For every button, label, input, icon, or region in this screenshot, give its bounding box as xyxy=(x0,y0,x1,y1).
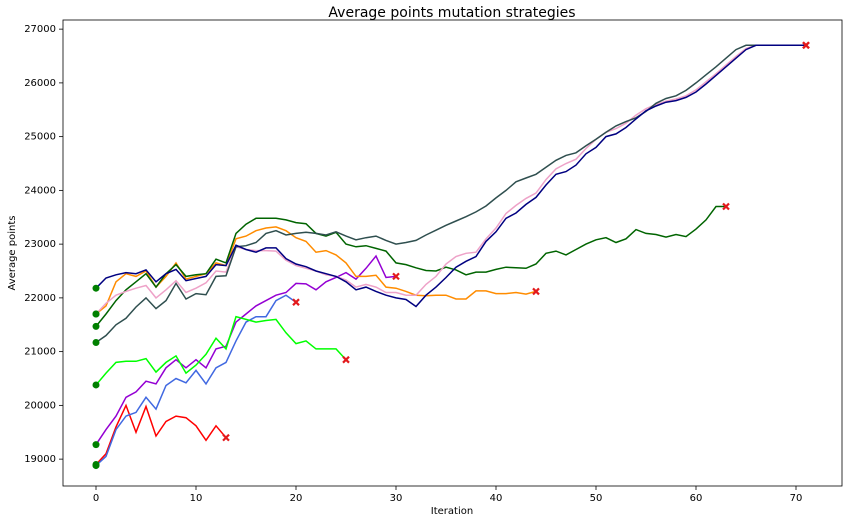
y-tick-label: 20000 xyxy=(24,400,56,411)
start-marker xyxy=(92,310,100,318)
y-tick-label: 23000 xyxy=(24,239,56,250)
end-marker xyxy=(292,298,300,306)
series-line xyxy=(95,44,806,315)
start-marker xyxy=(92,441,100,449)
y-tick-label: 21000 xyxy=(24,347,56,358)
x-axis-title: Iteration xyxy=(431,506,473,517)
plot-frame xyxy=(62,19,843,487)
x-tick-label: 70 xyxy=(790,493,803,504)
x-tick-label: 20 xyxy=(290,493,303,504)
series-line xyxy=(95,254,397,446)
end-marker xyxy=(802,41,810,50)
start-marker xyxy=(92,381,100,389)
y-tick-label: 24000 xyxy=(24,185,56,196)
x-tick-label: 60 xyxy=(690,493,703,504)
plot-lines xyxy=(92,41,810,470)
x-tick-label: 10 xyxy=(190,493,203,504)
start-marker xyxy=(92,284,100,292)
start-marker xyxy=(92,338,100,346)
y-axis-title: Average points xyxy=(7,216,18,291)
series-line xyxy=(95,294,297,467)
end-marker xyxy=(532,287,540,296)
start-marker xyxy=(92,322,100,330)
y-tick-label: 19000 xyxy=(24,454,56,465)
series-line xyxy=(95,44,806,344)
x-tick-label: 40 xyxy=(490,493,503,504)
series-line xyxy=(95,205,726,327)
series-line xyxy=(95,403,227,466)
end-marker xyxy=(222,433,230,442)
end-marker xyxy=(342,355,350,364)
y-tick-label: 26000 xyxy=(24,78,56,89)
y-tick-label: 22000 xyxy=(24,293,56,304)
y-tick-label: 25000 xyxy=(24,132,56,143)
x-tick-label: 0 xyxy=(93,493,99,504)
series-line xyxy=(95,44,806,308)
x-tick-label: 30 xyxy=(390,493,403,504)
chart-title: Average points mutation strategies xyxy=(328,5,575,21)
series-line xyxy=(95,315,347,386)
end-marker xyxy=(722,202,730,211)
x-tick-label: 50 xyxy=(590,493,603,504)
y-tick-label: 27000 xyxy=(24,24,56,35)
end-marker xyxy=(392,272,400,281)
start-marker xyxy=(92,462,100,470)
